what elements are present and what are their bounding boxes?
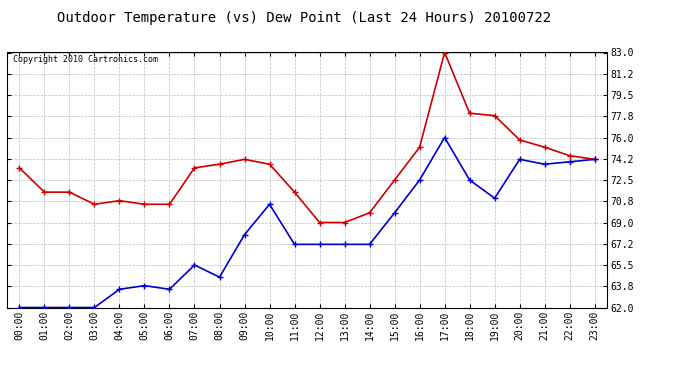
Text: Copyright 2010 Cartronics.com: Copyright 2010 Cartronics.com xyxy=(13,55,158,64)
Text: Outdoor Temperature (vs) Dew Point (Last 24 Hours) 20100722: Outdoor Temperature (vs) Dew Point (Last… xyxy=(57,11,551,25)
